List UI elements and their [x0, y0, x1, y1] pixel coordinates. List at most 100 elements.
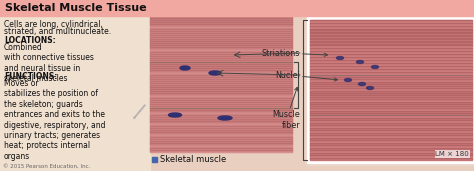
Bar: [307, 17, 474, 163]
Bar: [150, 24, 292, 25]
Bar: [150, 139, 292, 140]
Bar: [310, 61, 472, 62]
Bar: [0, 16, 150, 171]
FancyArrow shape: [134, 105, 145, 119]
Bar: [310, 43, 472, 44]
Bar: [150, 34, 292, 35]
Bar: [310, 87, 472, 88]
Bar: [150, 98, 292, 99]
Bar: [150, 62, 292, 63]
Bar: [310, 82, 472, 83]
Bar: [150, 134, 292, 135]
Bar: [310, 55, 472, 56]
Bar: [150, 104, 292, 105]
Bar: [150, 121, 292, 122]
Bar: [150, 61, 292, 62]
Bar: [150, 102, 292, 103]
Bar: [310, 115, 472, 116]
Bar: [310, 96, 472, 97]
Bar: [310, 58, 472, 59]
Bar: [150, 80, 292, 81]
Bar: [310, 88, 472, 89]
Bar: [150, 147, 292, 148]
Bar: [310, 140, 472, 141]
Bar: [150, 29, 292, 30]
Bar: [150, 148, 292, 149]
Bar: [310, 37, 472, 38]
Text: Skeletal muscle: Skeletal muscle: [160, 155, 226, 164]
Bar: [150, 103, 292, 104]
Bar: [150, 62, 292, 108]
Bar: [310, 156, 472, 157]
Bar: [310, 29, 472, 31]
Bar: [310, 107, 472, 108]
Text: FUNCTIONS:: FUNCTIONS:: [4, 72, 57, 81]
Bar: [150, 138, 292, 139]
Bar: [150, 53, 292, 54]
Bar: [310, 125, 472, 126]
Bar: [310, 75, 472, 76]
Bar: [310, 49, 472, 50]
Bar: [310, 24, 472, 25]
Bar: [310, 117, 472, 119]
Bar: [150, 57, 292, 58]
Bar: [150, 28, 292, 29]
Bar: [150, 116, 292, 117]
Text: Striations: Striations: [262, 49, 328, 57]
Bar: [150, 118, 292, 119]
Bar: [150, 75, 292, 76]
Bar: [310, 91, 472, 92]
Ellipse shape: [345, 78, 352, 82]
Bar: [310, 145, 472, 146]
Bar: [310, 46, 472, 47]
Text: Skeletal Muscle Tissue: Skeletal Muscle Tissue: [5, 3, 146, 13]
Bar: [310, 98, 472, 99]
Bar: [150, 117, 292, 118]
Bar: [150, 87, 292, 88]
Bar: [150, 22, 292, 23]
Bar: [310, 155, 472, 156]
Ellipse shape: [168, 113, 182, 117]
Bar: [150, 68, 292, 69]
Bar: [150, 33, 292, 34]
Bar: [310, 135, 472, 136]
Bar: [150, 49, 292, 50]
Bar: [150, 137, 292, 138]
Bar: [310, 26, 472, 28]
Text: Cells are long, cylindrical,: Cells are long, cylindrical,: [4, 20, 103, 29]
Bar: [150, 145, 292, 146]
Bar: [310, 64, 472, 65]
Bar: [310, 54, 472, 55]
Bar: [150, 110, 292, 111]
Bar: [150, 128, 292, 129]
Bar: [150, 78, 292, 79]
Bar: [150, 127, 292, 128]
Bar: [150, 135, 292, 136]
Bar: [310, 69, 472, 70]
Bar: [150, 91, 292, 92]
Bar: [150, 36, 292, 37]
Bar: [310, 23, 472, 24]
Bar: [310, 151, 472, 152]
Bar: [310, 51, 472, 52]
Bar: [310, 115, 472, 160]
Bar: [150, 70, 292, 71]
Ellipse shape: [337, 56, 344, 60]
Text: LM × 180: LM × 180: [435, 151, 469, 157]
Bar: [310, 153, 472, 154]
Bar: [150, 106, 292, 107]
Bar: [150, 95, 292, 96]
Bar: [310, 97, 472, 98]
Text: Nuclei: Nuclei: [275, 70, 337, 81]
Bar: [310, 133, 472, 134]
Bar: [310, 102, 472, 103]
Bar: [150, 119, 292, 120]
Bar: [310, 67, 472, 68]
Bar: [150, 151, 292, 152]
Bar: [150, 18, 292, 19]
Bar: [310, 136, 472, 137]
Bar: [310, 128, 472, 129]
Bar: [310, 131, 472, 132]
Bar: [150, 108, 292, 109]
Bar: [150, 60, 292, 61]
